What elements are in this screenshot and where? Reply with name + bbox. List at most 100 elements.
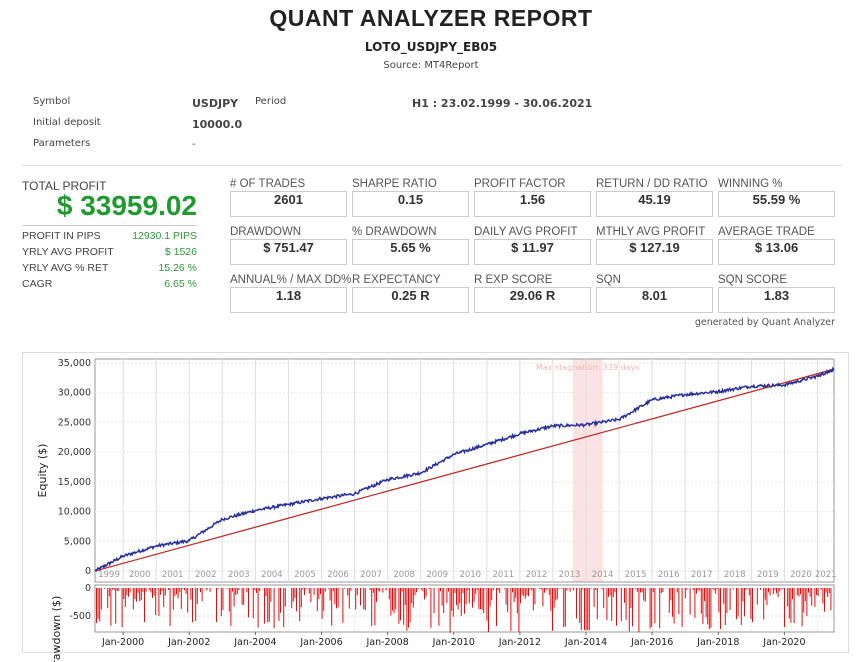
drawdown-bar — [651, 588, 653, 627]
drawdown-bar — [488, 588, 489, 633]
drawdown-bar — [724, 588, 726, 626]
drawdown-bar — [201, 588, 203, 602]
summary-row-value: $ 1526 — [164, 246, 197, 258]
drawdown-bar — [192, 588, 193, 623]
drawdown-bar — [248, 588, 249, 618]
drawdown-bar — [609, 588, 611, 596]
drawdown-bar — [566, 588, 568, 591]
drawdown-bar — [180, 588, 182, 609]
drawdown-bar — [660, 588, 662, 594]
drawdown-bar — [420, 588, 422, 590]
drawdown-bar — [539, 588, 541, 590]
drawdown-bar — [270, 588, 272, 602]
parameters-label: Parameters — [33, 138, 91, 149]
drawdown-plot-frame — [94, 584, 835, 633]
x-tick-label: Jan-2002 — [167, 637, 210, 648]
drawdown-bar — [705, 588, 707, 618]
drawdown-bar — [324, 588, 326, 592]
drawdown-bar — [569, 588, 571, 592]
drawdown-bar — [659, 588, 661, 629]
year-label: 2002 — [195, 570, 217, 580]
drawdown-bar — [550, 588, 552, 611]
drawdown-bar — [100, 588, 102, 610]
drawdown-bar — [700, 588, 702, 614]
metric-value: 1.56 — [474, 191, 591, 217]
drawdown-bar — [225, 588, 227, 589]
drawdown-bar — [641, 588, 643, 593]
drawdown-bar — [176, 588, 177, 595]
drawdown-bar — [400, 588, 401, 621]
drawdown-bar — [428, 588, 430, 589]
drawdown-bar — [304, 588, 305, 595]
drawdown-bar — [582, 588, 584, 590]
summary-row-label: YRLY AVG PROFIT — [22, 246, 114, 258]
drawdown-bar — [803, 588, 805, 613]
year-label: 2013 — [559, 570, 581, 580]
metric-value: 55.59 % — [718, 191, 835, 217]
drawdown-bar — [568, 588, 569, 589]
drawdown-bar — [561, 588, 563, 589]
drawdown-bar — [148, 588, 150, 591]
drawdown-bar — [692, 588, 694, 590]
drawdown-bar — [460, 588, 462, 616]
year-label: 2004 — [261, 570, 283, 580]
drawdown-bar — [449, 588, 451, 633]
drawdown-bar — [331, 588, 333, 626]
drawdown-bar — [774, 588, 776, 590]
divider — [22, 165, 842, 166]
drawdown-bar — [817, 588, 819, 596]
drawdown-bar — [481, 588, 483, 610]
drawdown-bar — [446, 588, 448, 603]
drawdown-bar — [825, 588, 827, 593]
drawdown-bar — [782, 588, 784, 590]
drawdown-bar — [752, 588, 753, 623]
drawdown-bar — [412, 588, 414, 608]
metric-value: 45.19 — [596, 191, 713, 217]
symbol-label: Symbol — [33, 96, 71, 107]
drawdown-bar — [156, 588, 158, 589]
year-label: 2008 — [393, 570, 415, 580]
drawdown-bar — [302, 588, 304, 590]
drawdown-bar — [672, 588, 673, 617]
metric-value: $ 13.06 — [718, 239, 835, 265]
metric-label: R EXP SCORE — [474, 274, 553, 286]
drawdown-bar — [520, 588, 521, 604]
drawdown-bar — [134, 588, 136, 600]
year-label: 2009 — [426, 570, 448, 580]
drawdown-bar — [395, 588, 397, 610]
drawdown-bar — [334, 588, 336, 605]
drawdown-bar — [556, 588, 558, 600]
drawdown-bar — [497, 588, 499, 591]
drawdown-bar — [385, 588, 387, 591]
drawdown-bar — [142, 588, 144, 592]
metric-value: $ 127.19 — [596, 239, 713, 265]
summary-row-value: 15.26 % — [158, 262, 197, 274]
metric-value: 0.25 R — [352, 287, 469, 313]
drawdown-bar — [496, 588, 497, 626]
drawdown-bar — [369, 588, 371, 590]
drawdown-bar — [129, 588, 131, 593]
period-value: H1 : 23.02.1999 - 30.06.2021 — [412, 97, 593, 110]
drawdown-bar — [612, 588, 614, 598]
drawdown-bar — [712, 588, 713, 589]
drawdown-bar — [640, 588, 641, 593]
stagnation-band — [572, 359, 603, 582]
x-tick-label: Jan-2012 — [498, 637, 541, 648]
y-tick-label: 30,000 — [58, 388, 91, 399]
drawdown-bar — [614, 588, 616, 593]
drawdown-bar — [486, 588, 488, 621]
drawdown-bar — [337, 588, 339, 608]
drawdown-bar — [505, 588, 507, 605]
drawdown-bar — [124, 588, 126, 608]
metric-label: % DRAWDOWN — [352, 226, 437, 238]
total-profit-label: TOTAL PROFIT — [22, 179, 107, 193]
drawdown-bar — [440, 588, 441, 592]
year-label: 2005 — [294, 570, 316, 580]
drawdown-bar — [136, 588, 137, 602]
drawdown-bar — [784, 588, 785, 628]
metric-label: MTHLY AVG PROFIT — [596, 226, 706, 238]
year-label: 1999 — [98, 570, 120, 580]
drawdown-bar — [174, 588, 176, 597]
total-profit-value: $ 33959.02 — [56, 190, 197, 221]
drawdown-bar — [347, 588, 349, 596]
